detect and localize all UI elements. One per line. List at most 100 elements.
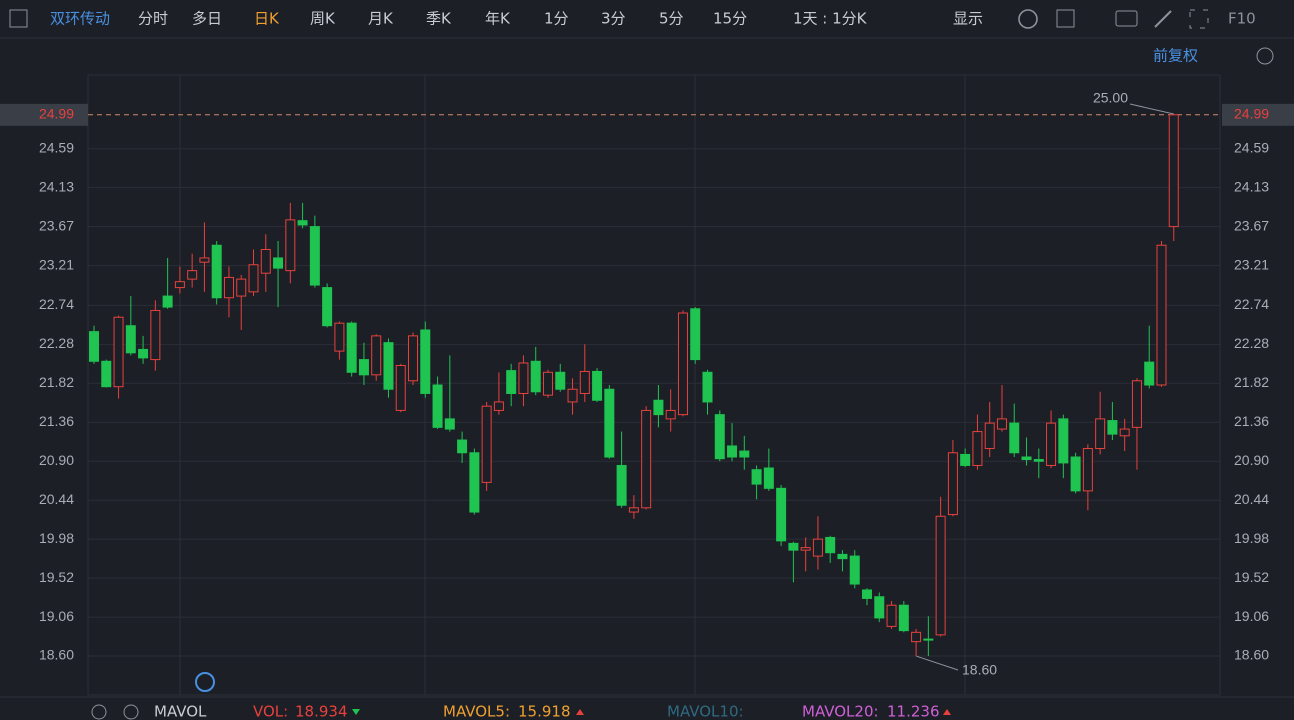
y-tick-label: 23.67 bbox=[1234, 217, 1269, 233]
candle-body bbox=[481, 405, 492, 483]
draw-icon[interactable] bbox=[1154, 10, 1172, 28]
min-label: 18.60 bbox=[962, 662, 997, 678]
y-tick-label: 18.60 bbox=[1234, 647, 1269, 663]
fullscreen-icon[interactable] bbox=[1189, 9, 1209, 29]
candle-body bbox=[187, 270, 198, 280]
candle-body bbox=[420, 329, 431, 394]
y-tick-label: 19.06 bbox=[1234, 608, 1269, 624]
max-pointer bbox=[1129, 103, 1174, 115]
period-tab[interactable]: 日K bbox=[254, 10, 280, 28]
y-tick-label: 24.13 bbox=[39, 178, 74, 194]
candle-body bbox=[518, 362, 529, 394]
zoom-out[interactable] bbox=[1256, 47, 1274, 65]
candle-body bbox=[432, 384, 443, 428]
indicator-name[interactable]: MAVOL bbox=[154, 703, 207, 720]
down-arrow bbox=[352, 709, 360, 715]
period-tab[interactable]: 多日 bbox=[192, 10, 222, 28]
candle-body bbox=[1070, 456, 1081, 492]
period-tab[interactable]: 1分 bbox=[544, 10, 569, 28]
candle-body bbox=[800, 547, 811, 551]
period-select[interactable]: 1天 : 1分K bbox=[793, 10, 868, 28]
period-tab[interactable]: 季K bbox=[426, 10, 452, 28]
y-tick-label: 24.13 bbox=[1234, 178, 1269, 194]
up-arrow bbox=[943, 709, 951, 715]
candle-body bbox=[960, 453, 971, 466]
candle-body bbox=[739, 450, 750, 458]
f10-button[interactable]: F10 bbox=[1228, 10, 1256, 28]
y-tick-label: 20.44 bbox=[39, 491, 74, 507]
candle-body bbox=[874, 596, 885, 619]
candle-body bbox=[248, 264, 259, 293]
candle-body bbox=[690, 308, 701, 361]
candle-body bbox=[628, 507, 639, 513]
stock-name[interactable]: 双环传动 bbox=[50, 10, 110, 28]
candle-body bbox=[334, 322, 345, 352]
indicator-settings[interactable] bbox=[91, 704, 107, 720]
last-price-box bbox=[1222, 103, 1294, 126]
candle-body bbox=[972, 431, 983, 466]
candle-body bbox=[751, 469, 762, 485]
last-price-box bbox=[0, 103, 88, 126]
y-tick-label: 18.60 bbox=[39, 647, 74, 663]
y-tick-label: 19.52 bbox=[1234, 569, 1269, 585]
candle-body bbox=[542, 371, 553, 396]
y-tick-label: 23.67 bbox=[39, 217, 74, 233]
candle-body bbox=[469, 452, 480, 513]
candle-body bbox=[935, 515, 946, 636]
candle-body bbox=[776, 487, 787, 542]
candle-body bbox=[1046, 422, 1057, 466]
settings-icon[interactable] bbox=[1018, 9, 1038, 29]
last-price-label: 24.99 bbox=[39, 106, 74, 122]
min-pointer bbox=[915, 655, 959, 671]
candle-body bbox=[886, 604, 897, 627]
y-tick-label: 19.06 bbox=[39, 608, 74, 624]
period-tab[interactable]: 年K bbox=[485, 10, 511, 28]
y-tick-label: 19.98 bbox=[39, 530, 74, 546]
candle-body bbox=[898, 604, 909, 632]
candle-body bbox=[457, 439, 468, 454]
candle-body bbox=[788, 542, 799, 551]
candle-body bbox=[653, 399, 664, 416]
max-label: 25.00 bbox=[1093, 90, 1128, 106]
candle-body bbox=[309, 226, 320, 286]
adjust-mode[interactable]: 前复权 bbox=[1153, 47, 1198, 65]
candle-body bbox=[641, 409, 652, 509]
y-tick-label: 22.74 bbox=[39, 296, 74, 312]
candle-body bbox=[371, 335, 382, 376]
period-tab[interactable]: 5分 bbox=[659, 10, 684, 28]
candle-body bbox=[236, 278, 247, 297]
display-menu[interactable]: 显示 bbox=[953, 10, 983, 28]
candle-body bbox=[677, 312, 688, 416]
candle-body bbox=[199, 257, 210, 263]
period-tab[interactable]: 分时 bbox=[138, 10, 168, 28]
candle-body bbox=[408, 335, 419, 382]
candle-body bbox=[1131, 380, 1142, 428]
candle-body bbox=[702, 371, 713, 403]
candle-body bbox=[493, 401, 504, 411]
period-tab[interactable]: 月K bbox=[368, 10, 394, 28]
candle-body bbox=[567, 388, 578, 403]
y-tick-label: 19.98 bbox=[1234, 530, 1269, 546]
camera-icon[interactable] bbox=[1115, 10, 1138, 27]
y-tick-label: 19.52 bbox=[39, 569, 74, 585]
y-tick-label: 22.28 bbox=[39, 335, 74, 351]
indicator-close[interactable] bbox=[123, 704, 139, 720]
y-tick-label: 23.21 bbox=[1234, 256, 1269, 272]
locate-icon[interactable] bbox=[195, 672, 215, 692]
candle-body bbox=[506, 370, 517, 394]
layout-icon[interactable] bbox=[1056, 9, 1075, 28]
period-tab[interactable]: 3分 bbox=[601, 10, 626, 28]
candle-body bbox=[101, 360, 112, 388]
candle-body bbox=[947, 452, 958, 516]
period-tab[interactable]: 周K bbox=[310, 10, 336, 28]
candle-body bbox=[383, 342, 394, 390]
y-tick-label: 20.90 bbox=[1234, 452, 1269, 468]
period-tab[interactable]: 15分 bbox=[713, 10, 747, 28]
candle-body bbox=[89, 331, 99, 362]
candle-body bbox=[444, 418, 455, 430]
candle-body bbox=[162, 295, 173, 308]
sidebar-toggle[interactable] bbox=[9, 9, 28, 28]
candle-body bbox=[223, 276, 234, 299]
candle-body bbox=[592, 370, 603, 401]
